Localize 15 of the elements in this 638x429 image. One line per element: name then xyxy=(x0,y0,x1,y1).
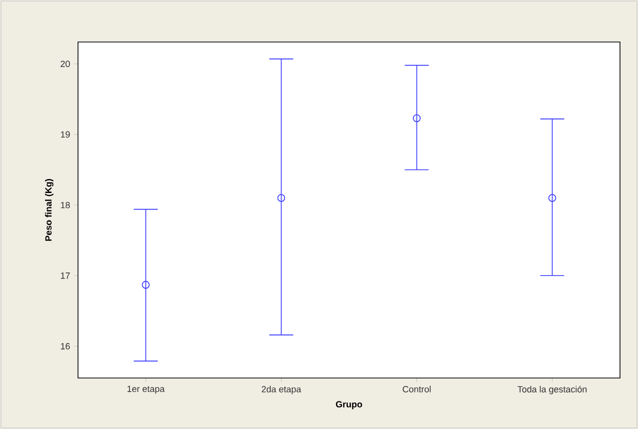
y-tick-label: 16 xyxy=(60,343,70,350)
x-tick-label: 1er etapa xyxy=(127,386,165,394)
y-tick-label: 20 xyxy=(60,60,70,68)
x-axis-title: Grupo xyxy=(336,401,362,410)
y-tick-label: 19 xyxy=(60,131,70,138)
y-tick-label: 17 xyxy=(60,272,70,279)
point xyxy=(548,194,556,202)
point xyxy=(142,280,150,289)
y-axis-title: Peso final (Kg) xyxy=(45,179,54,241)
point xyxy=(277,194,286,202)
y-tick-label: 18 xyxy=(60,202,70,208)
point xyxy=(412,114,421,122)
x-tick-label: 2da etapa xyxy=(262,386,302,394)
x-tick-label: Control xyxy=(402,386,431,392)
x-tick-label: Toda la gestación xyxy=(518,386,587,394)
